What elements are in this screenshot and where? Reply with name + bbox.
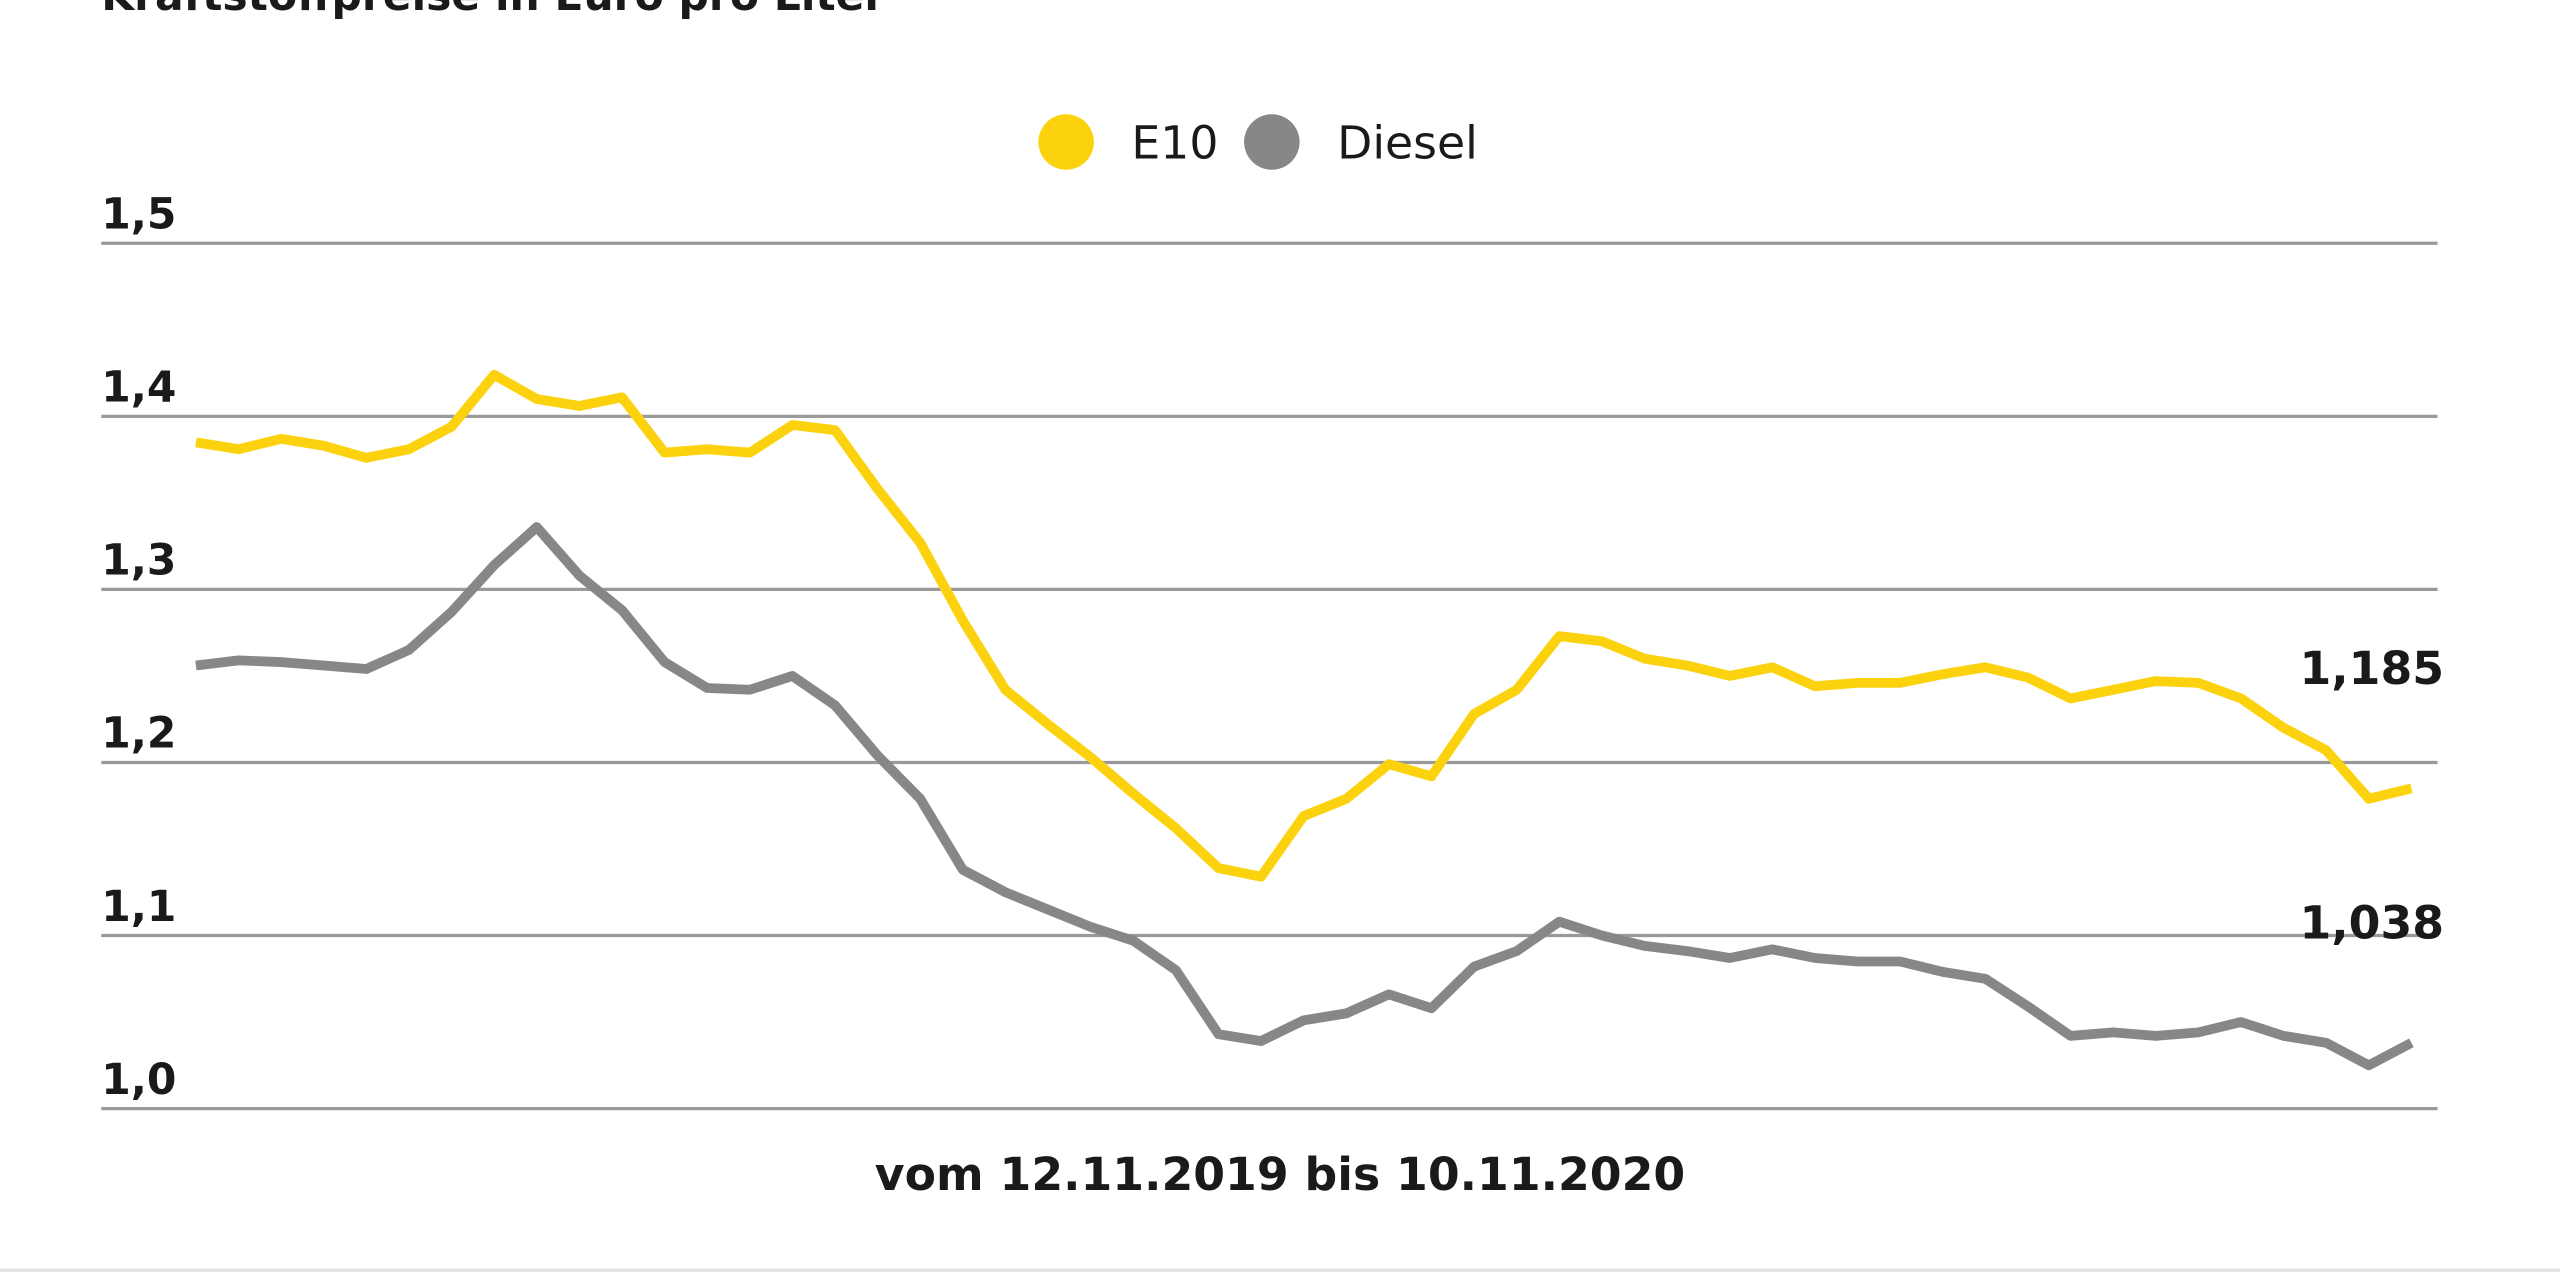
legend-marker (1244, 114, 1300, 170)
legend-marker (1038, 114, 1094, 170)
y-tick-label: 1,0 (101, 1056, 176, 1105)
y-tick-label: 1,5 (101, 191, 176, 240)
legend-label: Diesel (1337, 116, 1478, 169)
x-axis-label: vom 12.11.2019 bis 10.11.2020 (875, 1148, 1685, 1201)
series-line (195, 522, 2414, 1071)
y-tick-label: 1,1 (101, 883, 176, 932)
y-tick-label: 1,3 (101, 537, 176, 586)
value-label: 1,185 (2300, 642, 2445, 695)
series-line (195, 369, 2413, 882)
chart-title: Kraftstoffpreise in Euro pro Liter (101, 0, 885, 21)
y-tick-label: 1,2 (101, 710, 176, 759)
value-label: 1,038 (2300, 896, 2445, 949)
y-tick-label: 1,4 (101, 364, 176, 413)
legend-label: E10 (1131, 116, 1218, 169)
